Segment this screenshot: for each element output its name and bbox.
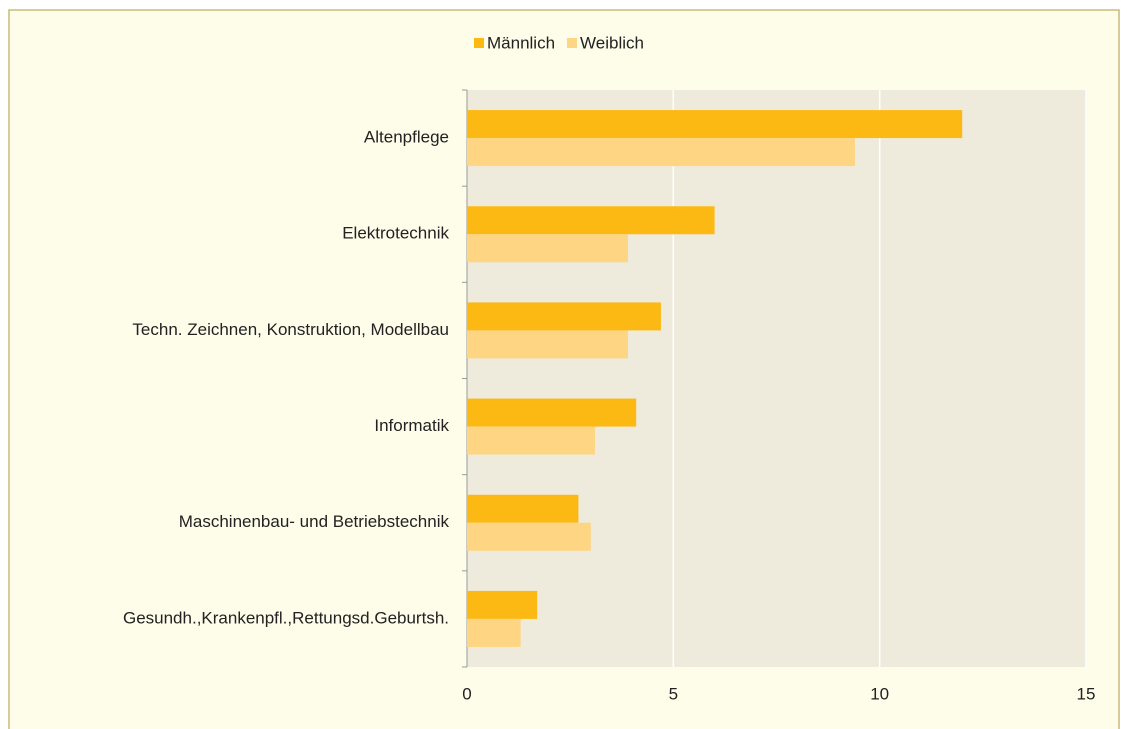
x-tick-label: 0 — [462, 684, 471, 703]
bar — [467, 426, 595, 455]
bar — [467, 494, 579, 523]
bar — [467, 522, 591, 551]
bar — [467, 110, 963, 139]
bar — [467, 302, 661, 331]
x-tick-label: 5 — [669, 684, 678, 703]
bar — [467, 590, 538, 619]
y-tick-label: Altenpflege — [364, 128, 449, 147]
x-tick-label: 15 — [1077, 684, 1096, 703]
y-tick-label: Gesundh.,Krankenpfl.,Rettungsd.Geburtsh. — [123, 608, 449, 627]
legend-swatch — [567, 38, 578, 48]
bar — [467, 234, 628, 263]
bar — [467, 206, 715, 235]
legend-label: Weiblich — [580, 33, 644, 52]
bar — [467, 330, 628, 359]
y-tick-label: Informatik — [374, 416, 449, 435]
y-tick-label: Elektrotechnik — [342, 224, 449, 243]
bar — [467, 398, 637, 427]
legend-swatch — [474, 38, 484, 48]
legend-label: Männlich — [487, 33, 555, 52]
bar — [467, 618, 521, 647]
x-tick-label: 10 — [870, 684, 889, 703]
y-tick-label: Techn. Zeichnen, Konstruktion, Modellbau — [132, 320, 449, 339]
y-tick-label: Maschinenbau- und Betriebstechnik — [179, 512, 450, 531]
bar — [467, 138, 855, 167]
plot-area — [467, 90, 1086, 667]
